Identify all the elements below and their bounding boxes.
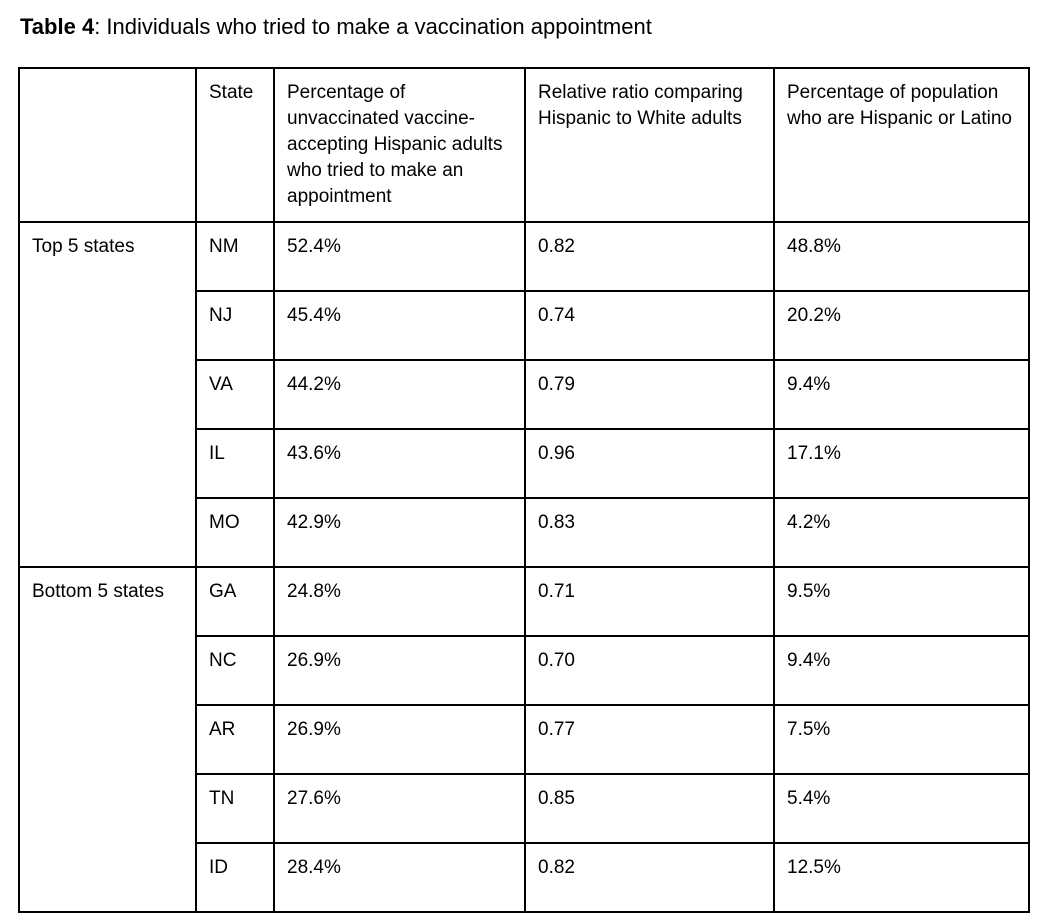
table-caption-label: Table 4 <box>20 14 95 39</box>
group-label-cell-top5: Top 5 states <box>18 221 197 568</box>
pct-population-cell: 9.4% <box>773 359 1030 430</box>
table-row: NJ 45.4% 0.74 20.2% <box>19 290 1030 361</box>
ratio-cell: 0.74 <box>524 290 775 361</box>
pct-population-cell: 20.2% <box>773 290 1030 361</box>
state-cell: AR <box>195 704 275 775</box>
ratio-cell: 0.96 <box>524 428 775 499</box>
state-cell: VA <box>195 359 275 430</box>
pct-population-cell: 17.1% <box>773 428 1030 499</box>
ratio-cell: 0.71 <box>524 566 775 637</box>
column-header-state: State <box>195 67 275 223</box>
ratio-cell: 0.83 <box>524 497 775 568</box>
pct-tried-cell: 28.4% <box>273 842 526 913</box>
pct-population-cell: 7.5% <box>773 704 1030 775</box>
column-header-ratio: Relative ratio comparing Hispanic to Whi… <box>524 67 775 223</box>
column-header-pct-tried: Percentage of unvaccinated vaccine-accep… <box>273 67 526 223</box>
pct-population-cell: 9.4% <box>773 635 1030 706</box>
data-table: State Percentage of unvaccinated vaccine… <box>18 67 1030 913</box>
table-caption: Table 4: Individuals who tried to make a… <box>20 13 1064 41</box>
state-cell: IL <box>195 428 275 499</box>
pct-tried-cell: 26.9% <box>273 635 526 706</box>
column-header-pct-population: Percentage of population who are Hispani… <box>773 67 1030 223</box>
pct-tried-cell: 24.8% <box>273 566 526 637</box>
pct-tried-cell: 45.4% <box>273 290 526 361</box>
ratio-cell: 0.77 <box>524 704 775 775</box>
ratio-cell: 0.79 <box>524 359 775 430</box>
table-caption-text: : Individuals who tried to make a vaccin… <box>94 14 652 39</box>
table-row: AR 26.9% 0.77 7.5% <box>19 704 1030 775</box>
table-row: Bottom 5 states GA 24.8% 0.71 9.5% <box>18 566 1030 913</box>
table-row: NC 26.9% 0.70 9.4% <box>19 635 1030 706</box>
table-row: IL 43.6% 0.96 17.1% <box>19 428 1030 499</box>
state-cell: MO <box>195 497 275 568</box>
pct-tried-cell: 42.9% <box>273 497 526 568</box>
state-cell: NJ <box>195 290 275 361</box>
table-row: MO 42.9% 0.83 4.2% <box>19 497 1030 568</box>
ratio-cell: 0.82 <box>524 221 775 292</box>
column-header-group <box>18 67 197 223</box>
state-cell: NM <box>195 221 275 292</box>
table-row: ID 28.4% 0.82 12.5% <box>19 842 1030 913</box>
state-cell: GA <box>195 566 275 637</box>
ratio-cell: 0.70 <box>524 635 775 706</box>
ratio-cell: 0.82 <box>524 842 775 913</box>
pct-tried-cell: 26.9% <box>273 704 526 775</box>
ratio-cell: 0.85 <box>524 773 775 844</box>
state-cell: NC <box>195 635 275 706</box>
pct-tried-cell: 43.6% <box>273 428 526 499</box>
table-row: TN 27.6% 0.85 5.4% <box>19 773 1030 844</box>
document-page: Table 4: Individuals who tried to make a… <box>0 13 1064 921</box>
state-cell: ID <box>195 842 275 913</box>
pct-population-cell: 48.8% <box>773 221 1030 292</box>
state-cell: TN <box>195 773 275 844</box>
pct-population-cell: 5.4% <box>773 773 1030 844</box>
pct-population-cell: 4.2% <box>773 497 1030 568</box>
table-row: Top 5 states NM 52.4% 0.82 48.8% <box>18 221 1030 568</box>
pct-population-cell: 12.5% <box>773 842 1030 913</box>
table-row: VA 44.2% 0.79 9.4% <box>19 359 1030 430</box>
pct-tried-cell: 44.2% <box>273 359 526 430</box>
pct-tried-cell: 52.4% <box>273 221 526 292</box>
header-row: State Percentage of unvaccinated vaccine… <box>18 67 1030 223</box>
pct-tried-cell: 27.6% <box>273 773 526 844</box>
group-label-cell-bottom5: Bottom 5 states <box>18 566 197 913</box>
pct-population-cell: 9.5% <box>773 566 1030 637</box>
